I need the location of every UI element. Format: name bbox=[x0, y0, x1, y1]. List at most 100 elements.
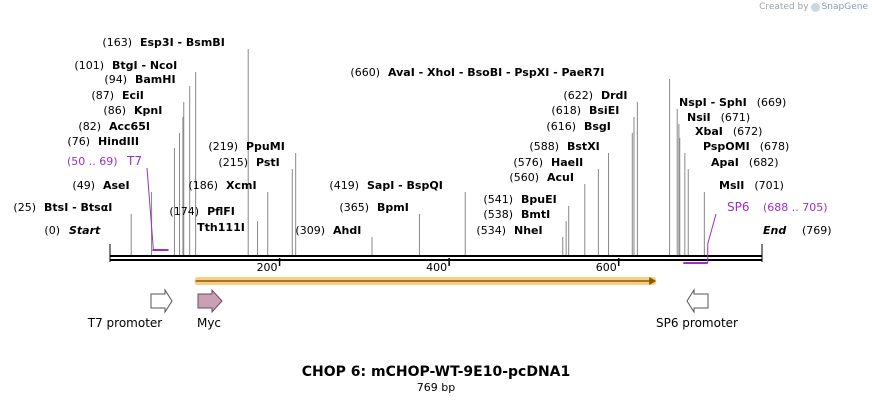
site-name: MslI bbox=[719, 179, 744, 192]
site-name: AseI bbox=[103, 179, 130, 192]
site-position: (163) bbox=[102, 36, 132, 49]
site-name: BpuEI bbox=[521, 193, 557, 206]
site-name-part: XcmI bbox=[226, 179, 257, 192]
map-title: CHOP 6: mCHOP-WT-9E10-pcDNA1 bbox=[301, 364, 571, 380]
site-position: (86) bbox=[103, 104, 126, 117]
site-position: (588) bbox=[529, 140, 559, 153]
site-position: (541) bbox=[483, 193, 513, 206]
site-name-part: KpnI bbox=[134, 104, 162, 117]
site-position: (76) bbox=[67, 135, 90, 148]
leader-lines bbox=[130, 49, 705, 255]
site-name: KpnI bbox=[134, 104, 162, 117]
site-position: (560) bbox=[509, 171, 539, 184]
feature-label: Myc bbox=[197, 316, 221, 330]
site-name: DrdI bbox=[601, 89, 628, 102]
site-name: BamHI bbox=[135, 73, 176, 86]
site-name-part: - SphI bbox=[707, 96, 747, 109]
site-name-part: PstI bbox=[256, 156, 280, 169]
start-label: Start bbox=[69, 224, 101, 237]
site-position: (701) bbox=[754, 179, 784, 192]
site-name-part: - NcoI bbox=[138, 59, 178, 72]
site-name-part: PspOMI bbox=[703, 140, 750, 153]
site-name: NheI bbox=[514, 224, 543, 237]
site-name: BmtI bbox=[521, 208, 550, 221]
snapgene-watermark: Created by SnapGene bbox=[759, 2, 868, 12]
site-name-part: NsiI bbox=[687, 111, 711, 124]
site-name-part: BstXI bbox=[567, 140, 600, 153]
site-name-part: BsgI bbox=[584, 120, 611, 133]
start-position: (0) bbox=[44, 224, 60, 237]
primer-leader bbox=[146, 167, 154, 251]
primer-range: (50 .. 69) bbox=[67, 155, 118, 168]
site-name: HindIII bbox=[98, 135, 139, 148]
site-position: (82) bbox=[78, 120, 101, 133]
site-name-part: BtsI bbox=[44, 201, 68, 214]
site-name: AhdI bbox=[333, 224, 361, 237]
site-name: PflFI bbox=[207, 205, 235, 218]
snapgene-logo-icon bbox=[810, 2, 820, 12]
site-name-part: Acc65I bbox=[109, 120, 150, 133]
site-name: BstXI bbox=[567, 140, 600, 153]
site-name-part: BpuEI bbox=[521, 193, 557, 206]
primer-range: (688 .. 705) bbox=[763, 201, 828, 214]
site-name: HaeII bbox=[551, 156, 583, 169]
site-position: (419) bbox=[329, 179, 359, 192]
site-name: PspOMI bbox=[703, 140, 750, 153]
site-name-part: HaeII bbox=[551, 156, 583, 169]
site-name: BsgI bbox=[584, 120, 611, 133]
site-name-part: SapI bbox=[367, 179, 394, 192]
scale-tick-label: 200 bbox=[257, 261, 278, 274]
site-name-part: ApaI bbox=[711, 156, 739, 169]
site-name-part: BpmI bbox=[377, 201, 409, 214]
site-position: (616) bbox=[546, 120, 576, 133]
site-name: BtsI - BtsαI bbox=[44, 201, 112, 214]
site-position: (87) bbox=[91, 89, 114, 102]
site-position: (49) bbox=[72, 179, 95, 192]
site-name-part: PpuMI bbox=[246, 140, 285, 153]
site-name: XbaI bbox=[695, 125, 723, 138]
promoter-arrow-icon bbox=[686, 288, 709, 314]
scale-tick-label: 400 bbox=[426, 261, 447, 274]
site-name-part: Esp3I bbox=[140, 36, 174, 49]
end-label: End bbox=[763, 224, 786, 237]
site-name: AcuI bbox=[547, 171, 574, 184]
site-position: (215) bbox=[218, 156, 248, 169]
site-name-part: DrdI bbox=[601, 89, 628, 102]
watermark-brand: SnapGene bbox=[821, 2, 868, 12]
site-position: (94) bbox=[104, 73, 127, 86]
site-name-part: - PspXI bbox=[502, 66, 549, 79]
site-name-part: BsiEI bbox=[589, 104, 619, 117]
site-position: (101) bbox=[74, 59, 104, 72]
site-position: (538) bbox=[483, 208, 513, 221]
site-position: (25) bbox=[13, 201, 36, 214]
site-name-part: EciI bbox=[122, 89, 144, 102]
site-name: BsiEI bbox=[589, 104, 619, 117]
site-name-part: NheI bbox=[514, 224, 543, 237]
site-name-part: - PaeR7I bbox=[549, 66, 604, 79]
site-position: (672) bbox=[733, 125, 763, 138]
site-position: (618) bbox=[551, 104, 581, 117]
site-name-part: - XhoI bbox=[415, 66, 455, 79]
myc-tag-arrow-icon bbox=[197, 288, 223, 314]
site-name: BpmI bbox=[377, 201, 409, 214]
map-length: 769 bp bbox=[416, 381, 456, 394]
site-name: BtgI - NcoI bbox=[112, 59, 177, 72]
end-position: (769) bbox=[802, 224, 832, 237]
site-name-part: BtgI bbox=[112, 59, 138, 72]
site-name: PpuMI bbox=[246, 140, 285, 153]
site-name-part: BmtI bbox=[521, 208, 550, 221]
site-name-part: AhdI bbox=[333, 224, 361, 237]
site-name-part: AseI bbox=[103, 179, 130, 192]
site-name-part: HindIII bbox=[98, 135, 139, 148]
feature-annotations: T7 promoter Myc SP6 promoter bbox=[87, 288, 738, 330]
primer-annotations: (50 .. 69) T7 SP6 (688 .. 705) bbox=[67, 154, 828, 264]
site-position: (669) bbox=[757, 96, 787, 109]
site-position: (365) bbox=[339, 201, 369, 214]
site-name-part: MslI bbox=[719, 179, 744, 192]
site-name: PstI bbox=[256, 156, 280, 169]
site-name: Tth111I bbox=[197, 221, 245, 234]
site-name-part: - BspQI bbox=[394, 179, 442, 192]
sequence-backbone: 200 400 600 bbox=[109, 244, 763, 274]
site-name: ApaI bbox=[711, 156, 739, 169]
